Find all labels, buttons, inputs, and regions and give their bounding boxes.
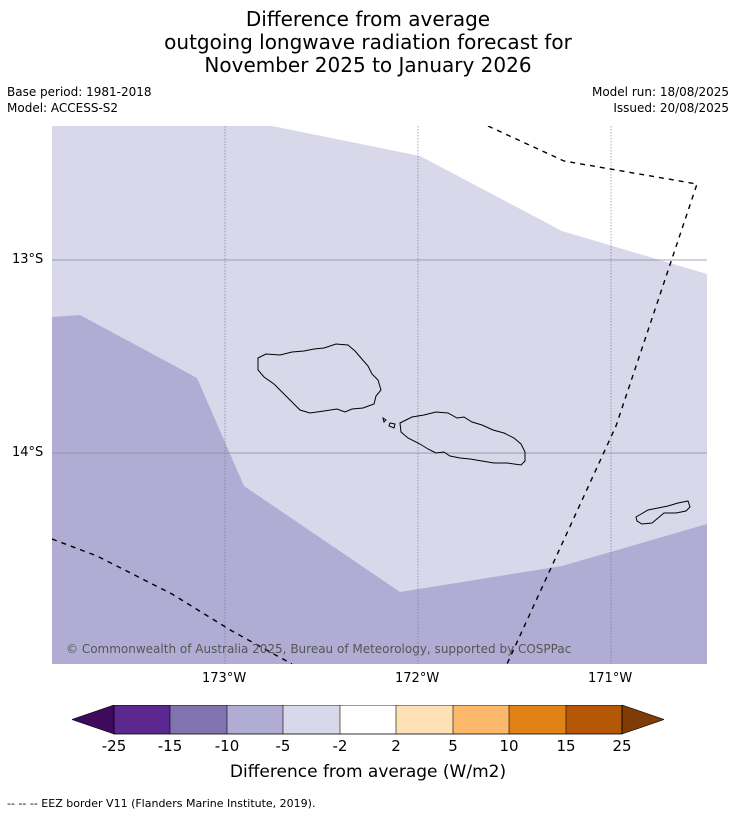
- lat-gridlines: [52, 259, 707, 454]
- model-run: Model run: 18/08/2025: [591, 85, 729, 99]
- lat-label-14s: 14°S: [12, 445, 44, 460]
- issued-date: Issued: 20/08/2025: [613, 101, 729, 115]
- colorbar-extend-low: [72, 705, 115, 735]
- gridlines: [224, 126, 612, 664]
- colorbar-box-7: [453, 705, 509, 734]
- colorbar-label: Difference from average (W/m2): [229, 762, 507, 782]
- copyright-notice: © Commonwealth of Australia 2025, Bureau…: [66, 642, 572, 656]
- meta-right: Model run: 18/08/2025 Issued: 20/08/2025: [592, 84, 729, 116]
- title-line-3: November 2025 to January 2026: [204, 53, 532, 77]
- colorbar-tick: -5: [275, 737, 291, 755]
- colorbar-tick: -15: [157, 737, 183, 755]
- colorbar-box-2: [170, 705, 227, 734]
- map-panel: [52, 126, 707, 664]
- colorbar-tick: -10: [214, 737, 240, 755]
- colorbar-extend-high: [621, 705, 664, 735]
- colorbar-tick: 5: [448, 737, 458, 755]
- map-title: Difference from average outgoing longwav…: [0, 8, 736, 77]
- islet-apolima: [388, 422, 396, 429]
- lon-label-172w: 172°W: [395, 671, 440, 686]
- meta-left: Base period: 1981-2018 Model: ACCESS-S2: [7, 84, 152, 116]
- savaii-coastline: [257, 343, 382, 414]
- islet-manono: [382, 416, 387, 423]
- colorbar-tick: 2: [391, 737, 401, 755]
- colorbar-tick: -2: [332, 737, 348, 755]
- colorbar-box-6: [396, 705, 453, 734]
- colorbar-tick: 10: [499, 737, 519, 755]
- base-period: Base period: 1981-2018: [7, 85, 152, 99]
- colorbar-tick: -25: [101, 737, 127, 755]
- lat-label-13s: 13°S: [12, 252, 44, 267]
- colorbar: [72, 705, 664, 735]
- lon-label-173w: 173°W: [202, 671, 247, 686]
- colorbar-outline: [113, 705, 623, 735]
- colorbar-tick: 25: [612, 737, 632, 755]
- eez-border-southwest: [52, 538, 293, 664]
- colorbar-tick: 15: [556, 737, 576, 755]
- colorbar-box-4: [283, 705, 340, 734]
- colorbar-box-5: [340, 705, 396, 734]
- tutuila-coastline: [635, 500, 691, 525]
- anomaly-band-dark: [52, 315, 707, 664]
- eez-border-american-samoa: [487, 126, 698, 664]
- eez-legend-note: -- -- -- EEZ border V11 (Flanders Marine…: [7, 797, 316, 810]
- colorbar-box-3: [227, 705, 283, 734]
- anomaly-band-white: [272, 126, 707, 274]
- title-line-1: Difference from average: [245, 7, 491, 31]
- lon-label-171w: 171°W: [588, 671, 633, 686]
- colorbar-box-1: [114, 705, 170, 734]
- title-line-2: outgoing longwave radiation forecast for: [164, 30, 572, 54]
- upolu-coastline: [399, 411, 526, 466]
- colorbar-box-9: [566, 705, 622, 734]
- model-name: Model: ACCESS-S2: [7, 101, 119, 115]
- eez-borders: [52, 126, 698, 664]
- colorbar-box-8: [509, 705, 566, 734]
- map-svg: [52, 126, 707, 664]
- colorbar-dividers: [169, 705, 567, 734]
